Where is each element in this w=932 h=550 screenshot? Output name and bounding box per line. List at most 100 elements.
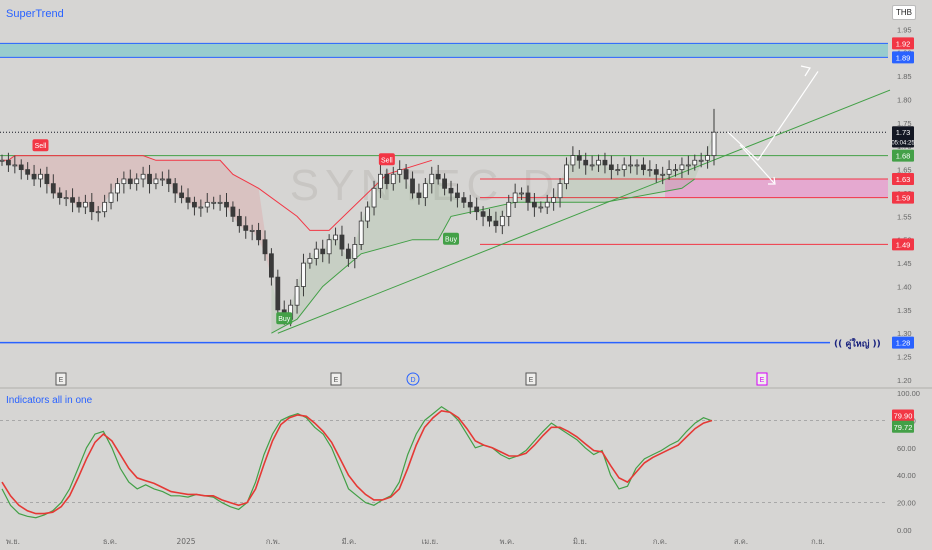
candle-body bbox=[641, 164, 646, 171]
time-tick: ส.ค. bbox=[734, 537, 748, 546]
candle-body bbox=[397, 169, 403, 175]
sell-signal-1-box bbox=[32, 139, 49, 152]
candle-body bbox=[371, 187, 377, 208]
event-marker-text: E bbox=[334, 377, 339, 384]
candle-body bbox=[249, 229, 255, 232]
event-marker-circle bbox=[406, 372, 420, 386]
price-badge-box bbox=[892, 172, 914, 185]
major-zone-label: (( คู่ใหญ่ )) bbox=[834, 338, 881, 350]
osc-badge-box bbox=[892, 420, 914, 433]
candle-body bbox=[519, 192, 524, 195]
candle-body bbox=[487, 215, 492, 222]
candle-body bbox=[352, 244, 358, 259]
projection-down bbox=[727, 131, 759, 161]
osc-slow-line bbox=[1, 409, 713, 515]
event-marker-text: E bbox=[59, 377, 64, 384]
price-badge-text: 1.49 bbox=[896, 240, 911, 249]
candle-body bbox=[647, 169, 653, 172]
buy-signal-2: Buy bbox=[443, 232, 460, 245]
candle-body bbox=[455, 192, 460, 199]
candle-body bbox=[166, 178, 172, 185]
time-tick: พ.ค. bbox=[500, 537, 515, 546]
buy-signal-2-text: Buy bbox=[445, 237, 458, 244]
candle-body bbox=[0, 159, 5, 162]
candle-body bbox=[621, 164, 627, 171]
time-tick: 2025 bbox=[176, 537, 195, 546]
candle-body bbox=[705, 155, 710, 161]
candles bbox=[0, 126, 717, 327]
candle-body bbox=[628, 164, 634, 167]
event-marker-box bbox=[330, 372, 342, 386]
candle-body bbox=[499, 215, 505, 227]
event-marker-box bbox=[756, 372, 768, 386]
candle-body bbox=[140, 173, 146, 180]
price-tick: 1.25 bbox=[897, 353, 912, 362]
price-badge: 1.92 bbox=[892, 37, 914, 50]
symbol-watermark: SYNTEC D bbox=[290, 161, 560, 210]
sell-signal-1-text: Sell bbox=[35, 143, 47, 150]
candle-body bbox=[50, 183, 56, 194]
candle-body bbox=[127, 178, 133, 185]
time-tick: ก.ค. bbox=[653, 537, 667, 546]
candle-body bbox=[410, 178, 415, 194]
event-marker-3: D bbox=[406, 372, 420, 386]
projection-up bbox=[757, 71, 819, 161]
osc-badge-box bbox=[892, 409, 914, 422]
candle-body bbox=[673, 169, 678, 172]
candle-body bbox=[403, 169, 409, 180]
sell-signal-1: Sell bbox=[32, 139, 49, 152]
candle-body bbox=[660, 173, 666, 176]
price-tick: 1.80 bbox=[897, 95, 912, 104]
candle-body bbox=[185, 197, 191, 203]
candle-body bbox=[666, 169, 672, 175]
price-tick: 1.45 bbox=[897, 259, 912, 268]
supertrend-buy-line bbox=[271, 178, 696, 334]
projection-alt-down bbox=[739, 144, 775, 184]
candle-body bbox=[63, 197, 69, 200]
support-zone bbox=[665, 178, 888, 198]
candle-body bbox=[82, 201, 88, 208]
price-badge: 1.59 bbox=[892, 191, 914, 204]
candle-body bbox=[211, 201, 217, 204]
candle-body bbox=[384, 173, 390, 185]
candle-body bbox=[313, 248, 319, 259]
candle-body bbox=[493, 220, 499, 227]
arrow-head-down bbox=[768, 176, 776, 185]
candle-body bbox=[18, 164, 24, 171]
price-badge: 1.73 bbox=[892, 126, 914, 139]
candle-body bbox=[570, 155, 576, 166]
candle-body bbox=[461, 197, 467, 203]
osc-tick: 40.00 bbox=[897, 471, 916, 480]
candle-body bbox=[538, 206, 544, 209]
price-tick: 1.30 bbox=[897, 329, 912, 338]
osc-badge-text: 79.90 bbox=[894, 412, 913, 421]
candle-body bbox=[134, 178, 140, 185]
candle-body bbox=[512, 192, 518, 203]
price-badge-box bbox=[892, 51, 914, 64]
sell-signal-2-text: Sell bbox=[381, 157, 393, 164]
candle-body bbox=[179, 192, 185, 199]
candle-body bbox=[76, 201, 82, 208]
candle-body bbox=[198, 206, 204, 209]
candle-body bbox=[474, 206, 480, 213]
price-tick: 1.75 bbox=[897, 119, 912, 128]
price-badge-box bbox=[892, 149, 914, 162]
currency-badge[interactable]: THB bbox=[892, 5, 916, 20]
candle-body bbox=[596, 159, 601, 166]
candle-body bbox=[307, 258, 313, 264]
candle-body bbox=[698, 159, 704, 162]
candle-body bbox=[121, 178, 127, 185]
price-badge: 1.28 bbox=[892, 336, 914, 349]
candle-body bbox=[294, 286, 300, 306]
candle-body bbox=[147, 173, 152, 185]
candle-body bbox=[692, 159, 698, 166]
osc-tick: 20.00 bbox=[897, 499, 916, 508]
price-badge-text: 1.68 bbox=[896, 152, 911, 161]
price-badge: 1.63 bbox=[892, 172, 914, 185]
candle-body bbox=[564, 164, 569, 185]
price-badge-text: 1.63 bbox=[896, 175, 911, 184]
candle-body bbox=[365, 206, 371, 222]
candle-body bbox=[390, 173, 396, 185]
candle-body bbox=[230, 206, 236, 217]
